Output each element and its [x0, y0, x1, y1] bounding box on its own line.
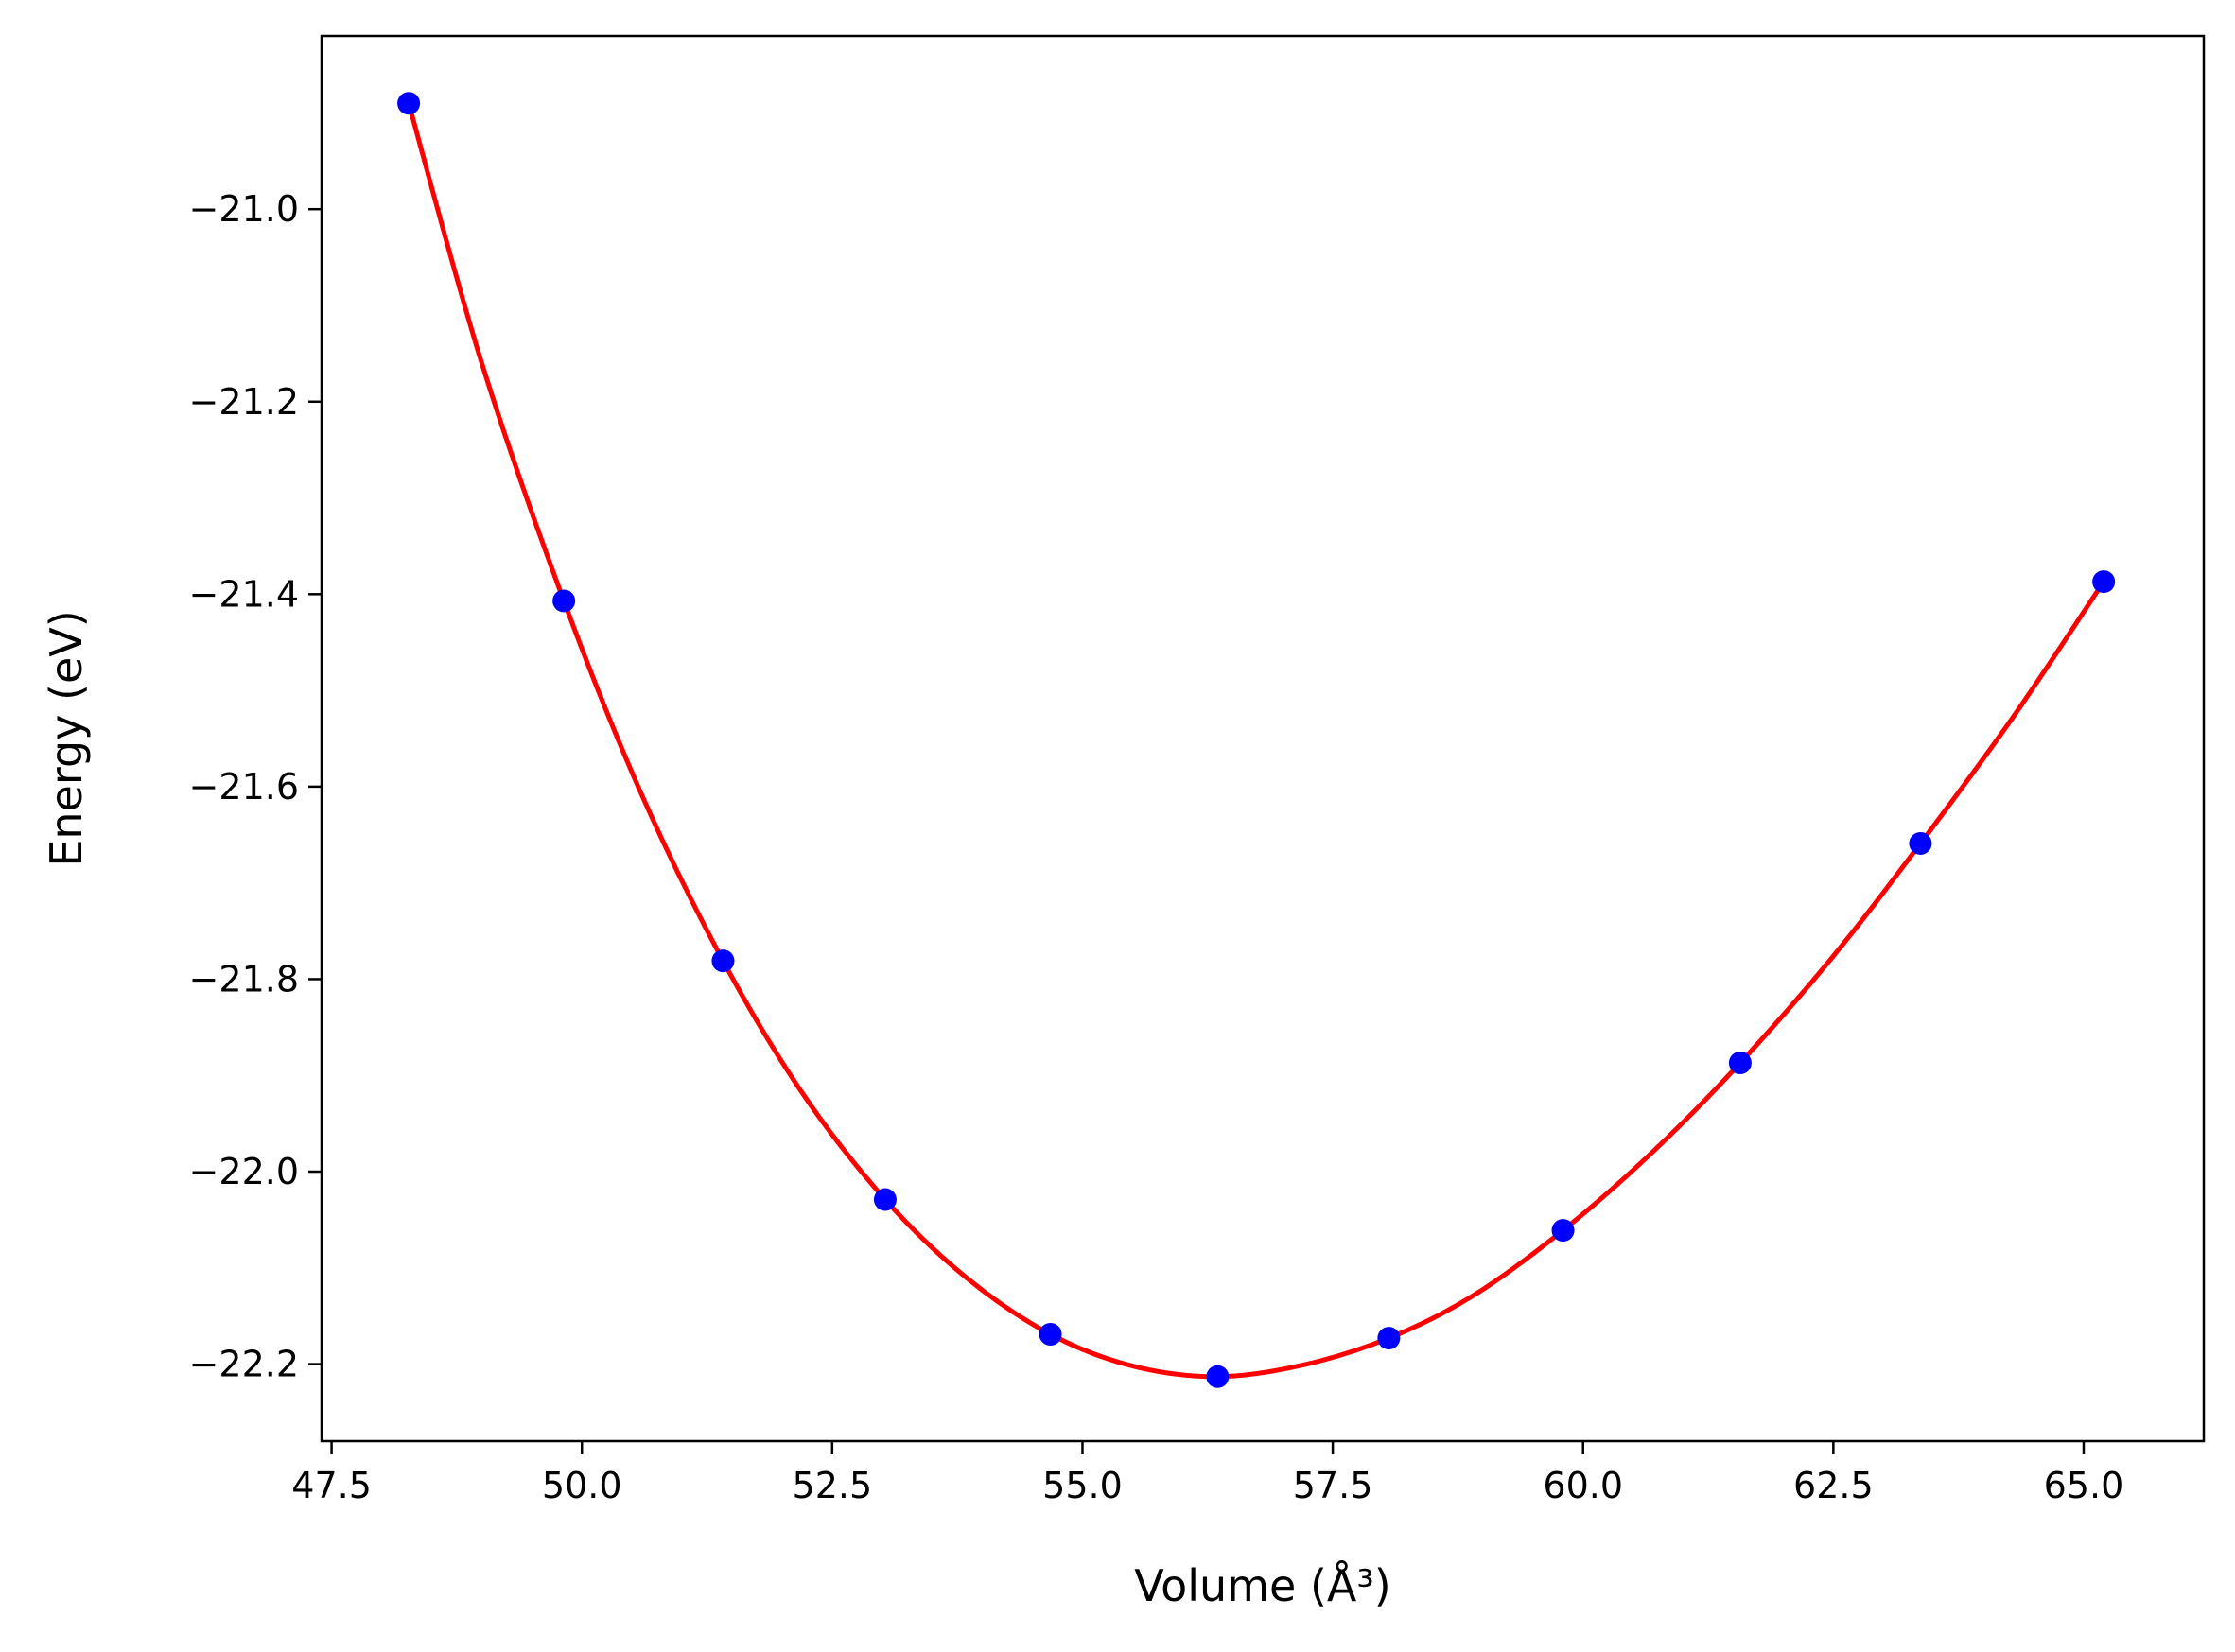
data-point: [1551, 1219, 1575, 1243]
x-tick-label: 65.0: [2044, 1465, 2124, 1506]
data-point: [397, 92, 421, 115]
y-tick-label: −21.2: [189, 381, 299, 423]
data-point: [873, 1188, 897, 1211]
fit-curve-line: [406, 102, 2106, 1380]
fit-curve-layer: [406, 102, 2106, 1380]
y-tick-label: −22.2: [189, 1344, 299, 1385]
x-tick-label: 57.5: [1293, 1465, 1373, 1506]
y-tick-label: −21.8: [189, 958, 299, 1000]
y-tick-label: −21.6: [189, 766, 299, 808]
plot-frame: [320, 34, 2206, 1443]
x-tick-label: 55.0: [1042, 1465, 1123, 1506]
y-tick-label: −22.0: [189, 1151, 299, 1192]
x-tick-label: 47.5: [291, 1465, 372, 1506]
y-axis-label: Energy (eV): [41, 610, 92, 866]
x-tick-label: 60.0: [1543, 1465, 1623, 1506]
data-point: [711, 949, 735, 973]
x-axis-ticks: 47.5 50.0 52.5 55.0 57.5 60.0 62.5 65.0: [291, 1441, 2123, 1506]
data-point: [1728, 1052, 1752, 1075]
data-point: [552, 589, 576, 613]
x-tick-label: 52.5: [793, 1465, 873, 1506]
y-axis-ticks: −21.0 −21.2 −21.4 −21.6 −21.8 −22.0 −22.2: [189, 188, 322, 1385]
data-point: [1039, 1323, 1062, 1347]
y-tick-label: −21.4: [189, 573, 299, 615]
y-tick-label: −21.0: [189, 188, 299, 230]
x-axis-label: Volume (Å³): [1134, 1560, 1391, 1611]
x-tick-label: 62.5: [1793, 1465, 1874, 1506]
data-point: [1206, 1365, 1230, 1388]
data-point: [1377, 1327, 1401, 1350]
data-point: [1909, 831, 1932, 855]
data-points-layer: [397, 92, 2116, 1388]
data-point: [2092, 570, 2116, 594]
x-tick-label: 50.0: [542, 1465, 622, 1506]
